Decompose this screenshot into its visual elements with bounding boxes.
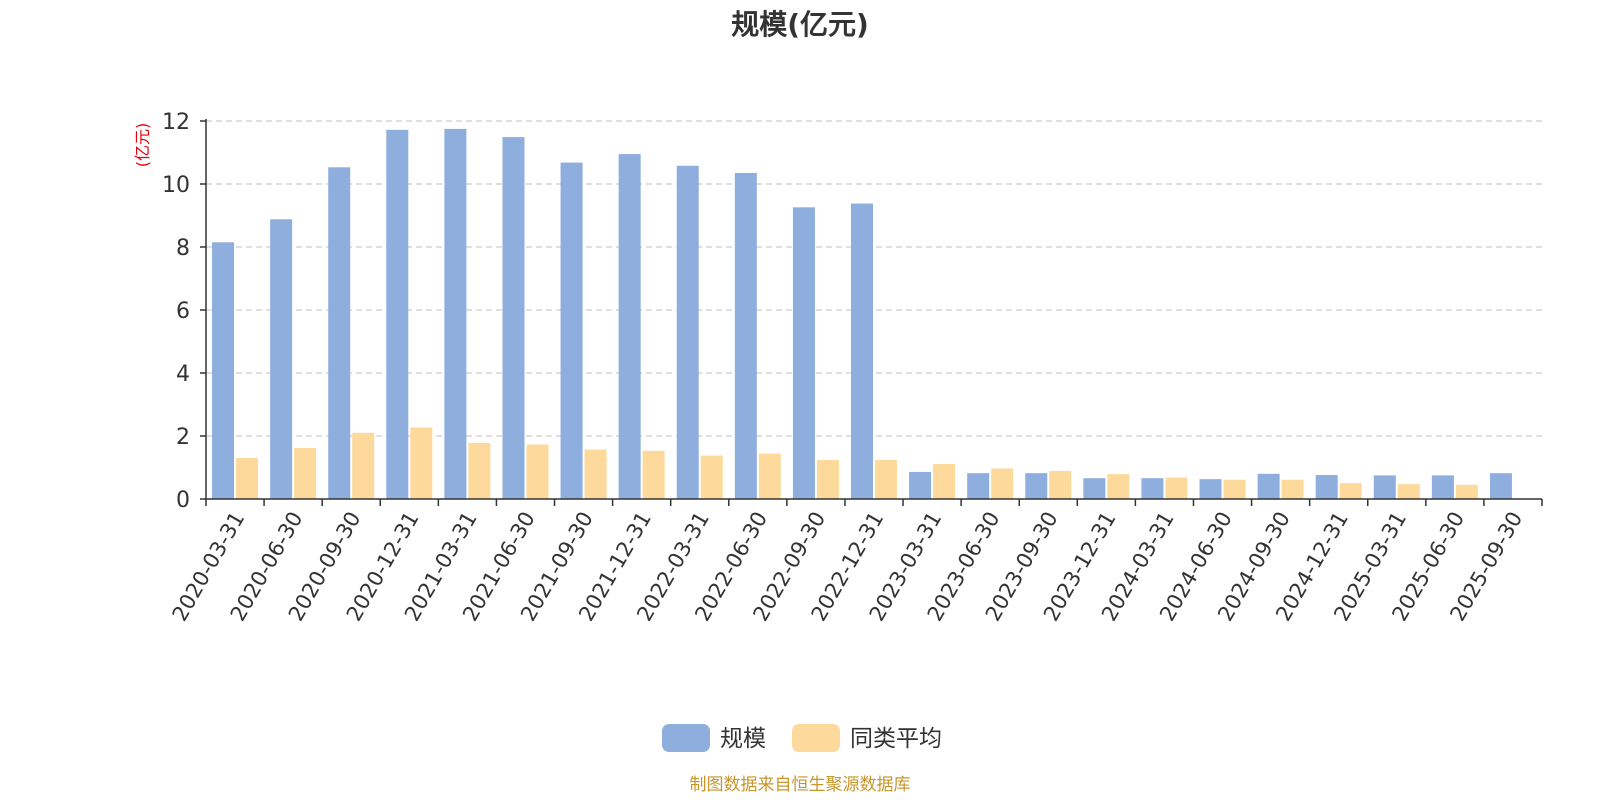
bar[interactable] — [734, 172, 757, 499]
bar[interactable] — [294, 447, 317, 499]
bar[interactable] — [618, 154, 641, 499]
bar[interactable] — [1455, 484, 1478, 499]
bar[interactable] — [967, 473, 990, 499]
bar[interactable] — [1315, 475, 1338, 499]
y-tick-label: 6 — [176, 299, 190, 324]
bar[interactable] — [933, 464, 956, 499]
legend[interactable]: 规模 同类平均 — [662, 724, 942, 752]
y-axis-label: (亿元) — [133, 123, 152, 168]
legend-swatch — [792, 724, 840, 752]
bar[interactable] — [1025, 473, 1048, 499]
bar[interactable] — [270, 219, 293, 499]
bar[interactable] — [468, 442, 491, 499]
bar[interactable] — [1431, 475, 1454, 499]
bar[interactable] — [1083, 478, 1106, 499]
source-note: 制图数据来自恒生聚源数据库 — [690, 775, 911, 795]
bar[interactable] — [444, 128, 467, 499]
bar[interactable] — [386, 129, 409, 499]
bar[interactable] — [1397, 484, 1420, 499]
bar[interactable] — [792, 207, 815, 499]
bar[interactable] — [1281, 479, 1304, 499]
bar[interactable] — [642, 450, 665, 499]
bar[interactable] — [410, 427, 433, 499]
grid-lines — [206, 120, 1542, 437]
bar[interactable] — [676, 165, 699, 500]
bar[interactable] — [816, 459, 839, 499]
y-tick-label: 10 — [162, 173, 190, 198]
bar[interactable] — [875, 459, 897, 499]
bar[interactable] — [1141, 478, 1164, 499]
legend-swatch — [662, 724, 710, 752]
bar[interactable] — [526, 444, 549, 499]
bar[interactable] — [1049, 470, 1072, 499]
bar[interactable] — [352, 432, 375, 499]
bar[interactable] — [502, 137, 525, 499]
bar[interactable] — [851, 203, 873, 499]
axes — [200, 119, 1543, 506]
series-1 — [236, 427, 1478, 499]
bar[interactable] — [1339, 483, 1362, 499]
y-tick-label: 0 — [176, 488, 190, 513]
bar[interactable] — [758, 453, 781, 499]
bar[interactable] — [584, 449, 607, 499]
legend-label: 规模 — [720, 726, 766, 752]
legend-label: 同类平均 — [850, 726, 942, 752]
bar[interactable] — [212, 242, 235, 499]
bar[interactable] — [1257, 473, 1280, 499]
bars — [212, 128, 1512, 500]
bar[interactable] — [1165, 477, 1188, 499]
y-axis-ticks: 0 2 4 6 8 10 12 — [162, 110, 190, 513]
bar[interactable] — [328, 167, 351, 499]
bar[interactable] — [1199, 479, 1222, 499]
bar[interactable] — [1107, 474, 1130, 499]
x-axis-ticks: 2020-03-312020-06-302020-09-302020-12-31… — [168, 508, 1528, 626]
bar[interactable] — [1373, 475, 1396, 499]
series-0 — [212, 128, 1512, 500]
y-tick-label: 8 — [176, 236, 190, 261]
bar[interactable] — [1489, 473, 1512, 499]
bar[interactable] — [560, 162, 583, 499]
bar[interactable] — [909, 471, 932, 499]
bar[interactable] — [700, 455, 723, 499]
chart-title: 规模(亿元) — [731, 8, 869, 41]
y-tick-label: 12 — [162, 110, 190, 135]
y-tick-label: 2 — [176, 425, 190, 450]
bar[interactable] — [991, 468, 1014, 499]
legend-item[interactable]: 规模 — [662, 724, 766, 752]
bar[interactable] — [1223, 479, 1246, 499]
bar[interactable] — [236, 458, 259, 499]
legend-item[interactable]: 同类平均 — [792, 724, 942, 752]
y-tick-label: 4 — [176, 362, 190, 387]
